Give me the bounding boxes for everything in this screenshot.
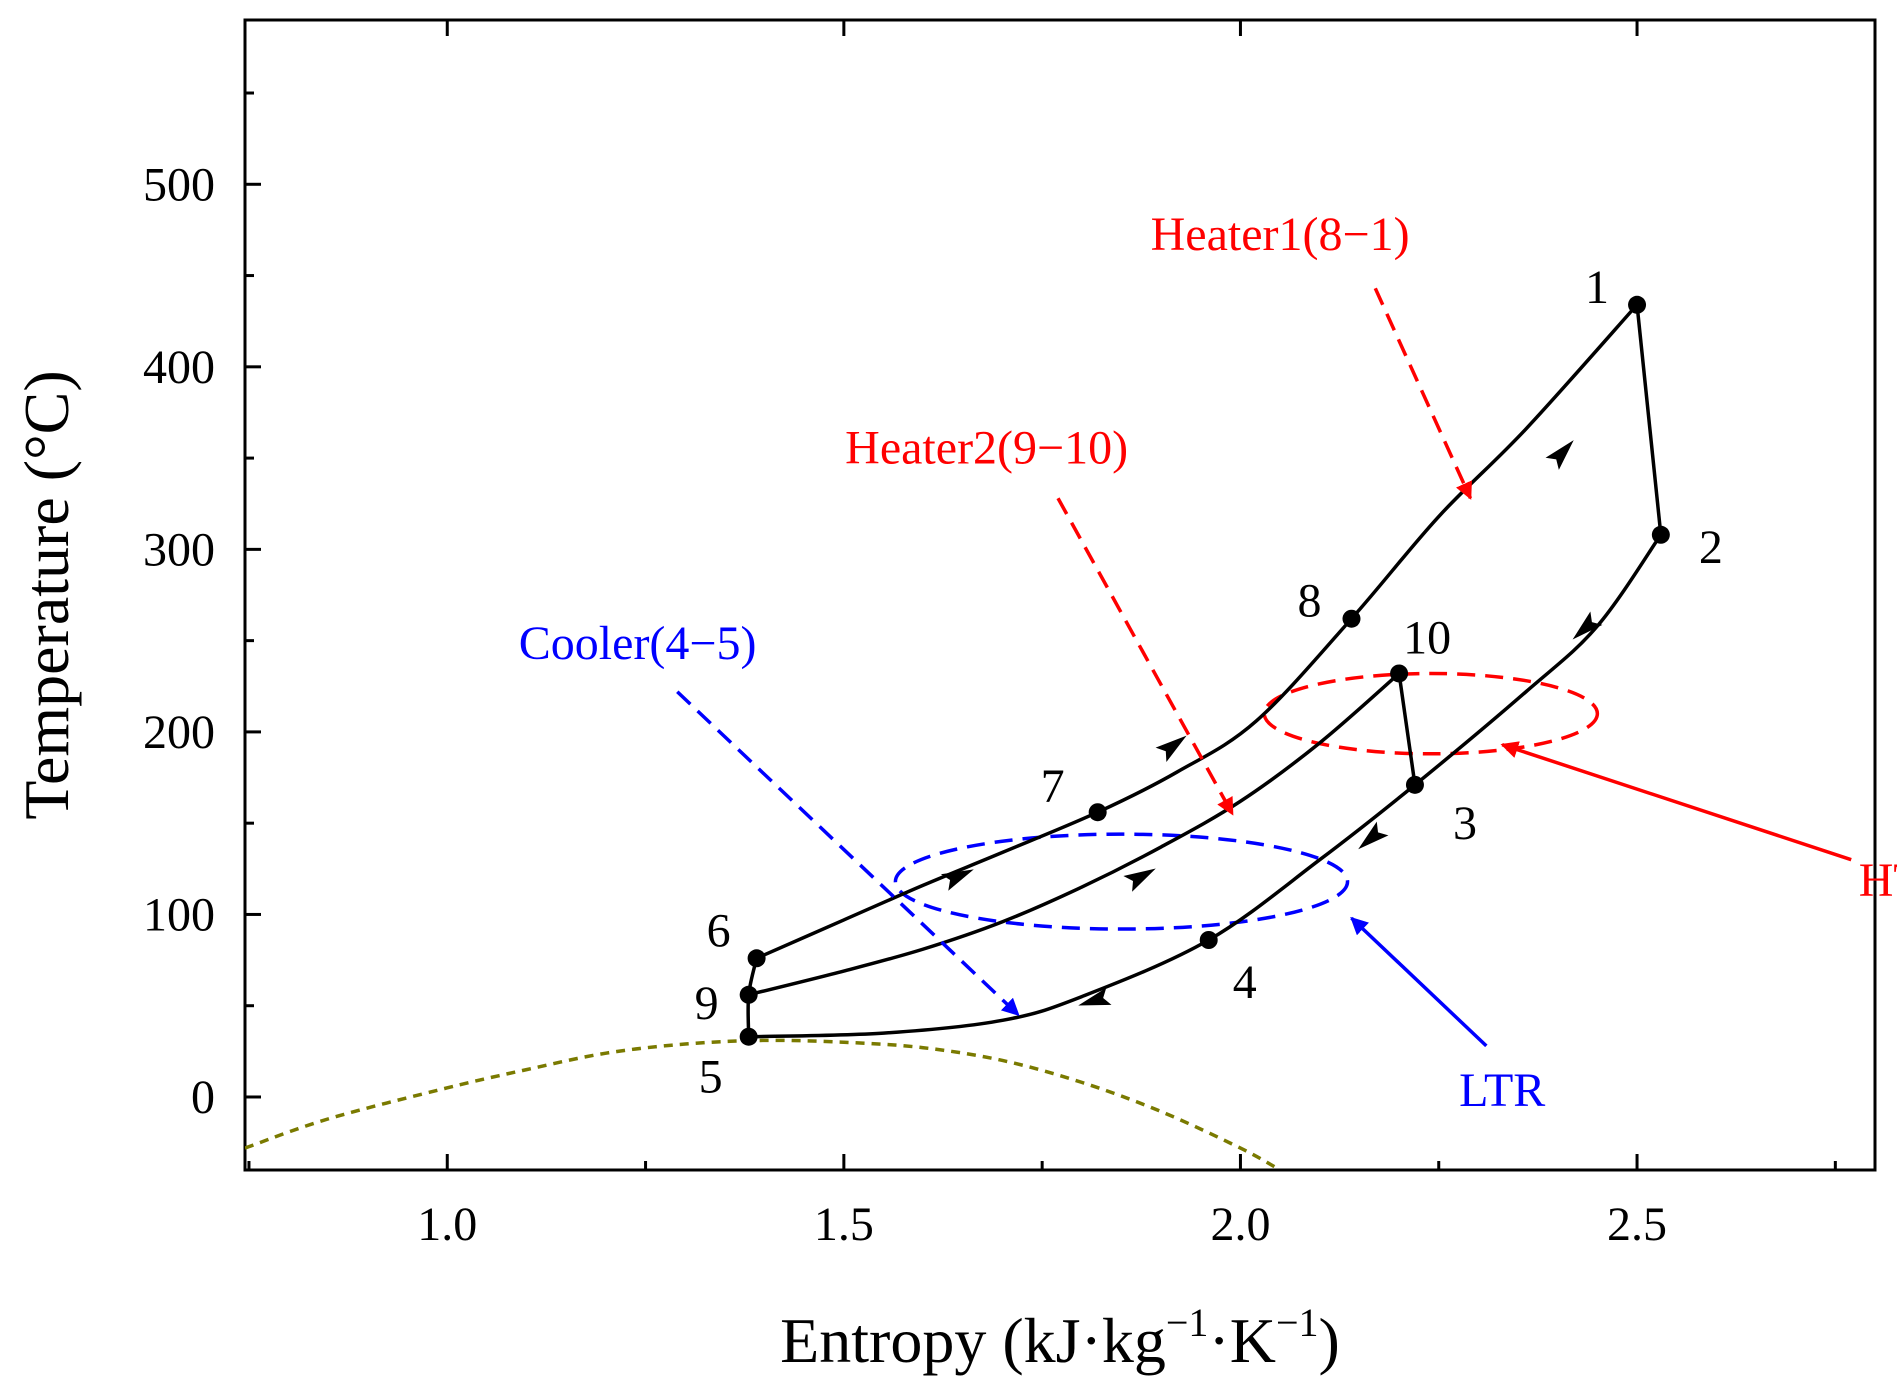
y-tick-label: 300 — [143, 523, 215, 576]
x-axis-title-sup1: −1 — [1166, 1300, 1209, 1345]
state-point-7 — [1088, 803, 1107, 822]
state-point-5 — [739, 1027, 758, 1046]
state-point-8 — [1342, 609, 1361, 628]
state-point-label-10: 10 — [1403, 611, 1451, 664]
state-point-label-7: 7 — [1041, 760, 1065, 813]
state-point-4 — [1199, 931, 1218, 949]
y-tick-label: 100 — [143, 888, 215, 941]
cycle-process-line — [748, 672, 1401, 997]
flow-direction-arrowhead — [1123, 868, 1156, 892]
ltr-region-ellipse — [893, 832, 1350, 931]
state-point-label-3: 3 — [1453, 797, 1477, 850]
x-tick-label: 2.0 — [1210, 1198, 1270, 1251]
x-axis-title-sup2: −1 — [1276, 1300, 1319, 1345]
state-point-1 — [1628, 295, 1647, 314]
x-axis-title-main: Entropy (kJ·kg — [780, 1305, 1166, 1376]
recuperator-region-layer — [893, 671, 1600, 931]
x-axis-title: Entropy (kJ·kg−1·K−1) — [780, 1300, 1340, 1376]
cycle-process-line — [1397, 673, 1417, 786]
flow-direction-arrowhead — [940, 869, 974, 891]
cycle-process-line — [755, 303, 1639, 960]
annotations-layer: Heater1(8−1) Heater2(9−10) Cooler(4−5) HTR L… — [519, 208, 1897, 1117]
cycle-process-line — [1635, 304, 1663, 535]
state-point-label-6: 6 — [707, 904, 731, 957]
x-tick-label: 1.0 — [417, 1198, 477, 1251]
cooler-4-5-annotation-label: Cooler(4−5) — [519, 617, 757, 670]
htr-annotation-arrow — [1500, 741, 1852, 862]
cooler-4-5-annotation-arrow — [676, 690, 1020, 1017]
state-points-layer: 1 2 3 4 5 6 7 8 9 10 — [695, 261, 1723, 1104]
cycle-process-line — [748, 533, 1663, 1039]
state-point-label-4: 4 — [1233, 956, 1257, 1009]
flow-direction-arrowhead — [1545, 440, 1574, 470]
heater2-9-10-annotation-arrow — [1056, 497, 1235, 816]
state-point-10 — [1390, 664, 1409, 683]
flow-direction-arrowhead — [1155, 735, 1187, 763]
state-point-label-2: 2 — [1699, 521, 1723, 574]
plot-area: 1 2 3 4 5 6 7 8 9 10 Heater1(8−1) Heater2(9−10) Coo… — [243, 18, 1897, 1172]
saturation-dome-layer — [245, 1038, 1281, 1170]
state-point-9 — [739, 985, 758, 1004]
x-tick-label: 1.5 — [814, 1198, 874, 1251]
x-axis: 1.0 1.5 2.0 2.5 — [247, 20, 1837, 1251]
plot-frame — [243, 18, 1877, 1172]
flow-direction-arrows-layer — [940, 440, 1603, 1006]
x-axis-title-mid: ·K — [1208, 1305, 1276, 1376]
y-tick-label: 0 — [191, 1071, 215, 1124]
flow-direction-arrowhead — [1572, 611, 1603, 640]
saturation-dome-line — [245, 1038, 1281, 1170]
state-point-label-1: 1 — [1585, 261, 1609, 314]
flow-direction-arrowhead — [1358, 821, 1389, 850]
flow-direction-arrowhead — [1078, 987, 1112, 1006]
ltr-annotation-arrow — [1350, 916, 1488, 1048]
state-point-label-5: 5 — [699, 1051, 723, 1104]
state-point-3 — [1405, 775, 1424, 794]
y-axis: 0 100 200 300 400 500 — [143, 91, 261, 1124]
state-point-label-8: 8 — [1297, 575, 1321, 628]
x-axis-title-end: ) — [1319, 1305, 1340, 1376]
ltr-annotation-label: LTR — [1459, 1064, 1545, 1117]
heater1-8-1-annotation-label: Heater1(8−1) — [1151, 208, 1410, 261]
x-tick-label: 2.5 — [1607, 1198, 1667, 1251]
y-axis-title: Temperature (°C) — [11, 370, 82, 819]
heater1-8-1-annotation-arrow — [1373, 287, 1473, 500]
y-tick-label: 400 — [143, 341, 215, 394]
htr-region-ellipse — [1262, 671, 1600, 756]
state-point-2 — [1651, 525, 1670, 544]
state-point-6 — [747, 949, 766, 968]
state-point-label-9: 9 — [695, 977, 719, 1030]
y-tick-label: 200 — [143, 706, 215, 759]
heater2-9-10-annotation-label: Heater2(9−10) — [845, 422, 1128, 475]
y-tick-label: 500 — [143, 158, 215, 211]
htr-annotation-label: HTR — [1859, 854, 1897, 907]
